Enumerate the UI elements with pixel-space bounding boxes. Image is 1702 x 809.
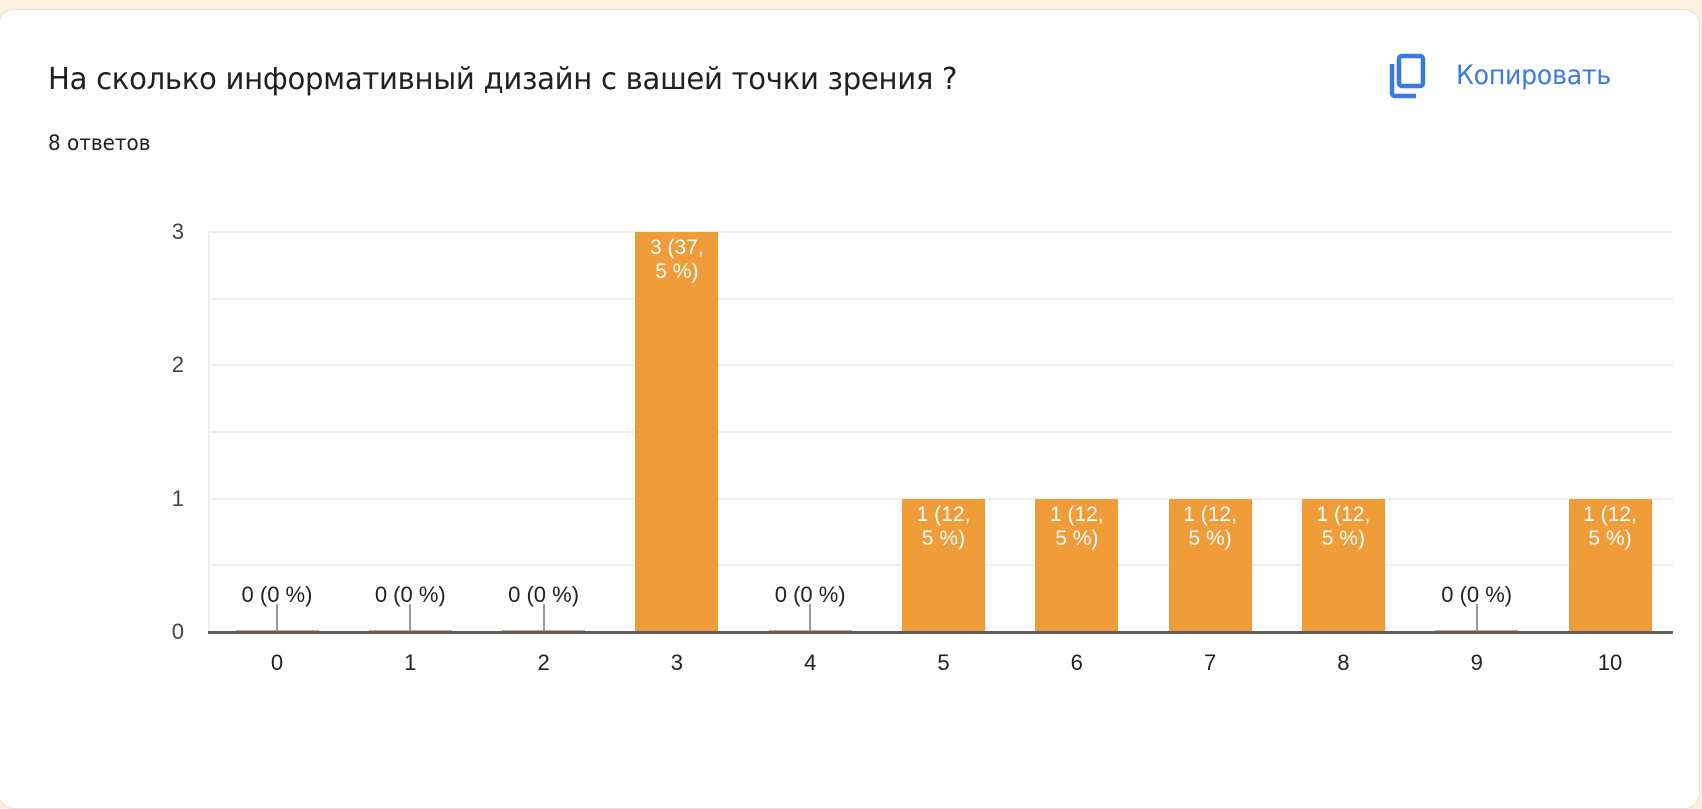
bar-value-label: 0 (0 %) (241, 582, 313, 607)
question-title: На сколько информативный дизайн с вашей … (48, 62, 958, 97)
bar-3[interactable] (635, 232, 719, 632)
copy-icon (1389, 53, 1426, 99)
y-tick-label: 0 (171, 619, 184, 644)
major-gridline (208, 364, 1673, 367)
x-tick-label: 6 (1070, 650, 1083, 675)
bar-value-label: 1 (12, 5 %) (1583, 502, 1637, 550)
x-tick-label: 10 (1597, 650, 1623, 675)
bar-value-label: 0 (0 %) (774, 582, 846, 607)
response-count: 8 ответов (48, 131, 151, 155)
bar-5[interactable] (902, 498, 985, 632)
bar-10[interactable] (1568, 498, 1652, 632)
x-tick-label: 2 (537, 650, 550, 675)
bar-6[interactable] (1035, 498, 1119, 632)
x-tick-label: 3 (670, 650, 684, 675)
x-axis-line (208, 631, 1673, 634)
bar-value-label: 1 (12, 5 %) (1316, 502, 1371, 550)
bar-8[interactable] (1301, 498, 1385, 632)
label-leader-line (276, 604, 278, 632)
label-leader-line (1475, 604, 1478, 632)
question-card (0, 9, 1700, 809)
minor-gridline (208, 431, 1673, 433)
minor-gridline (208, 297, 1673, 300)
bar-value-label: 1 (12, 5 %) (1049, 502, 1104, 550)
copy-chart-button[interactable]: Копировать (1386, 48, 1623, 102)
label-leader-line (809, 604, 812, 632)
bar-value-label: 1 (12, 5 %) (1183, 502, 1237, 550)
copy-button-label: Копировать (1456, 59, 1611, 91)
major-gridline (208, 231, 1673, 233)
bar-7[interactable] (1168, 498, 1252, 632)
bar-value-label: 0 (0 %) (1441, 582, 1513, 607)
x-tick-label: 7 (1203, 650, 1217, 675)
y-tick-label: 2 (171, 352, 184, 378)
bar-value-label: 0 (0 %) (374, 582, 446, 607)
label-leader-line (409, 604, 412, 632)
y-tick-label: 3 (171, 219, 184, 244)
y-tick-label: 1 (171, 485, 184, 511)
bar-value-label: 1 (12, 5 %) (916, 502, 971, 550)
x-tick-label: 4 (804, 650, 817, 675)
x-tick-label: 5 (937, 650, 950, 675)
label-leader-line (542, 604, 545, 632)
x-tick-label: 9 (1470, 650, 1483, 675)
bar-chart: 0 1 2 3 0 (0 %) 0 0 (0 %) 1 0 (0 %) 2 3 (37, 5 %) 3 0… (171, 219, 1673, 675)
bar-value-label: 0 (0 %) (508, 582, 580, 607)
x-tick-label: 1 (404, 650, 417, 675)
bar-value-label: 3 (37, 5 %) (650, 236, 704, 283)
x-tick-label: 0 (270, 650, 284, 675)
x-tick-label: 8 (1337, 650, 1350, 675)
